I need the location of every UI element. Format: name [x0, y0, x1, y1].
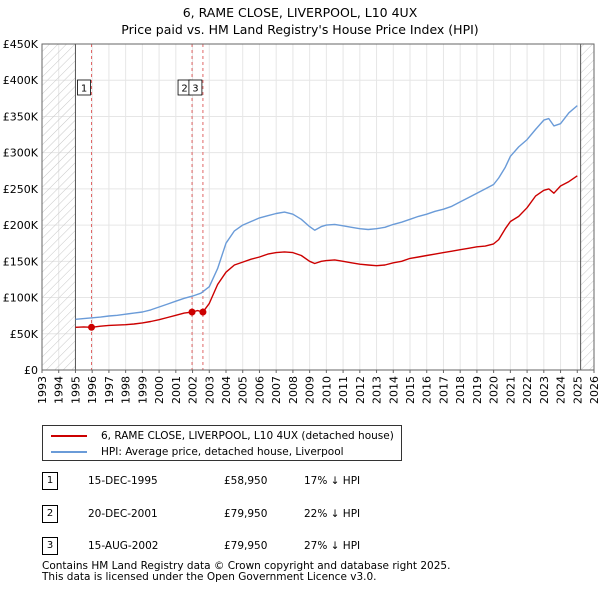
- x-tick-label: 2026: [588, 376, 600, 404]
- x-tick-label: 2015: [404, 376, 417, 404]
- legend-swatch-property: [51, 435, 87, 437]
- sale-hpi-diff: 17% ↓ HPI: [304, 475, 361, 487]
- sale-label: 2: [181, 84, 187, 95]
- hatched-region: [580, 44, 594, 370]
- table-row: 2 20-DEC-2001 £79,950 22% ↓ HPI: [42, 505, 462, 525]
- sale-label-box: [188, 79, 203, 96]
- x-tick-label: 2013: [371, 376, 384, 404]
- x-tick-label: 2001: [170, 376, 183, 404]
- sale-number-badge: 3: [42, 537, 58, 555]
- sale-price: £79,950: [224, 540, 268, 552]
- y-tick-label: £0: [24, 364, 38, 377]
- table-row: 1 15-DEC-1995 £58,950 17% ↓ HPI: [42, 472, 462, 492]
- legend-item-property: 6, RAME CLOSE, LIVERPOOL, L10 4UX (detac…: [51, 428, 394, 444]
- x-tick-label: 2014: [387, 376, 400, 404]
- sale-number-badge: 1: [42, 472, 58, 490]
- x-tick-label: 2023: [538, 376, 551, 404]
- x-tick-label: 2002: [187, 376, 200, 404]
- sale-point: [88, 323, 96, 331]
- x-tick-label: 2007: [270, 376, 283, 404]
- x-tick-label: 2006: [253, 376, 266, 404]
- y-tick-label: £200K: [3, 219, 39, 232]
- x-tick-label: 2024: [555, 376, 568, 404]
- y-tick-label: £400K: [3, 74, 39, 87]
- y-tick-label: £450K: [3, 38, 39, 51]
- sale-hpi-diff: 27% ↓ HPI: [304, 540, 361, 552]
- sale-label: 3: [192, 84, 198, 95]
- legend-swatch-hpi: [51, 451, 87, 453]
- x-tick-label: 2011: [337, 376, 350, 404]
- sale-date: 20-DEC-2001: [88, 508, 158, 520]
- x-tick-label: 2005: [237, 376, 250, 404]
- sale-date: 15-DEC-1995: [88, 475, 158, 487]
- legend-label-property: 6, RAME CLOSE, LIVERPOOL, L10 4UX (detac…: [101, 430, 394, 442]
- x-tick-label: 1996: [86, 376, 99, 404]
- sale-date: 15-AUG-2002: [88, 540, 159, 552]
- x-tick-label: 2017: [437, 376, 450, 404]
- chart-title-block: 6, RAME CLOSE, LIVERPOOL, L10 4UX Price …: [0, 4, 600, 38]
- plot-frame: [41, 43, 595, 371]
- sale-point: [199, 308, 207, 316]
- sale-price: £79,950: [224, 508, 268, 520]
- sale-point: [188, 308, 196, 316]
- legend-item-hpi: HPI: Average price, detached house, Live…: [51, 444, 344, 460]
- plot-area: [42, 44, 594, 370]
- y-tick-label: £50K: [10, 328, 39, 341]
- x-tick-label: 1995: [69, 376, 82, 404]
- x-tick-label: 2012: [354, 376, 367, 404]
- sale-label: 1: [81, 84, 87, 95]
- sale-price: £58,950: [224, 475, 268, 487]
- x-tick-label: 2016: [421, 376, 434, 404]
- x-tick-label: 2000: [153, 376, 166, 404]
- footer-attribution: Contains HM Land Registry data © Crown c…: [42, 561, 450, 583]
- y-tick-label: £150K: [3, 255, 39, 268]
- chart-subtitle: Price paid vs. HM Land Registry's House …: [121, 22, 479, 37]
- x-tick-label: 2022: [521, 376, 534, 404]
- x-tick-label: 1994: [53, 376, 66, 404]
- x-tick-label: 2018: [454, 376, 467, 404]
- x-tick-label: 1993: [36, 376, 49, 404]
- x-tick-label: 2009: [304, 376, 317, 404]
- x-tick-label: 1998: [120, 376, 133, 404]
- x-tick-label: 2020: [488, 376, 501, 404]
- footer-line-2: This data is licensed under the Open Gov…: [42, 571, 377, 583]
- table-row: 3 15-AUG-2002 £79,950 27% ↓ HPI: [42, 537, 462, 557]
- x-tick-label: 2010: [320, 376, 333, 404]
- x-tick-label: 2008: [287, 376, 300, 404]
- hpi-line: [75, 105, 578, 320]
- x-tick-label: 2003: [203, 376, 216, 404]
- x-tick-label: 2021: [504, 376, 517, 404]
- y-tick-label: £100K: [3, 292, 39, 305]
- chart-legend: 6, RAME CLOSE, LIVERPOOL, L10 4UX (detac…: [42, 425, 402, 461]
- footer-line-1: Contains HM Land Registry data © Crown c…: [42, 560, 451, 572]
- sale-label-box: [77, 79, 91, 96]
- y-tick-label: £350K: [3, 110, 39, 123]
- y-tick-label: £300K: [3, 147, 39, 160]
- property-price-line: [75, 175, 578, 328]
- sale-hpi-diff: 22% ↓ HPI: [304, 508, 361, 520]
- y-tick-label: £250K: [3, 183, 39, 196]
- hatched-region: [42, 44, 76, 370]
- x-tick-label: 2019: [471, 376, 484, 404]
- chart-title: 6, RAME CLOSE, LIVERPOOL, L10 4UX: [182, 5, 418, 20]
- sale-number-badge: 2: [42, 505, 58, 523]
- x-tick-label: 2025: [571, 376, 584, 404]
- x-tick-label: 1999: [136, 376, 149, 404]
- x-tick-label: 1997: [103, 376, 116, 404]
- x-tick-label: 2004: [220, 376, 233, 404]
- legend-label-hpi: HPI: Average price, detached house, Live…: [101, 446, 344, 458]
